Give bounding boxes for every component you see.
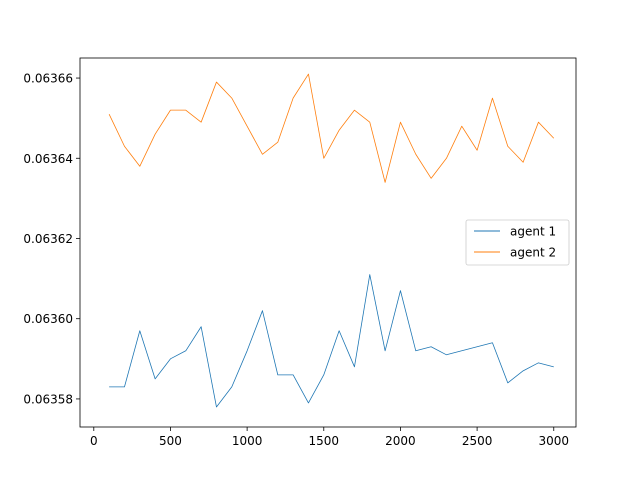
x-tick-label: 3000 [538, 434, 569, 448]
x-tick-label: 2500 [462, 434, 493, 448]
x-tick-label: 500 [159, 434, 182, 448]
legend: agent 1 agent 2 [465, 219, 570, 266]
series-line-agent-2 [108, 73, 555, 183]
axes-frame [79, 57, 577, 428]
series-line-agent-1 [109, 274, 554, 408]
plot-lines [108, 73, 555, 408]
x-axis: 0 500 1000 1500 2000 2500 3000 [90, 427, 569, 448]
x-tick-label: 2000 [385, 434, 416, 448]
legend-label-agent-2: agent 2 [510, 246, 556, 260]
y-axis: 0.06358 0.06360 0.06362 0.06364 0.06366 [23, 72, 80, 406]
x-tick-label: 1500 [309, 434, 340, 448]
y-tick-label: 0.06366 [23, 72, 73, 86]
y-tick-label: 0.06364 [23, 152, 73, 166]
y-tick-label: 0.06362 [23, 232, 73, 246]
legend-label-agent-1: agent 1 [510, 225, 556, 239]
x-tick-label: 0 [90, 434, 98, 448]
y-tick-label: 0.06360 [23, 312, 73, 326]
x-tick-label: 1000 [232, 434, 263, 448]
y-tick-label: 0.06358 [23, 392, 73, 406]
